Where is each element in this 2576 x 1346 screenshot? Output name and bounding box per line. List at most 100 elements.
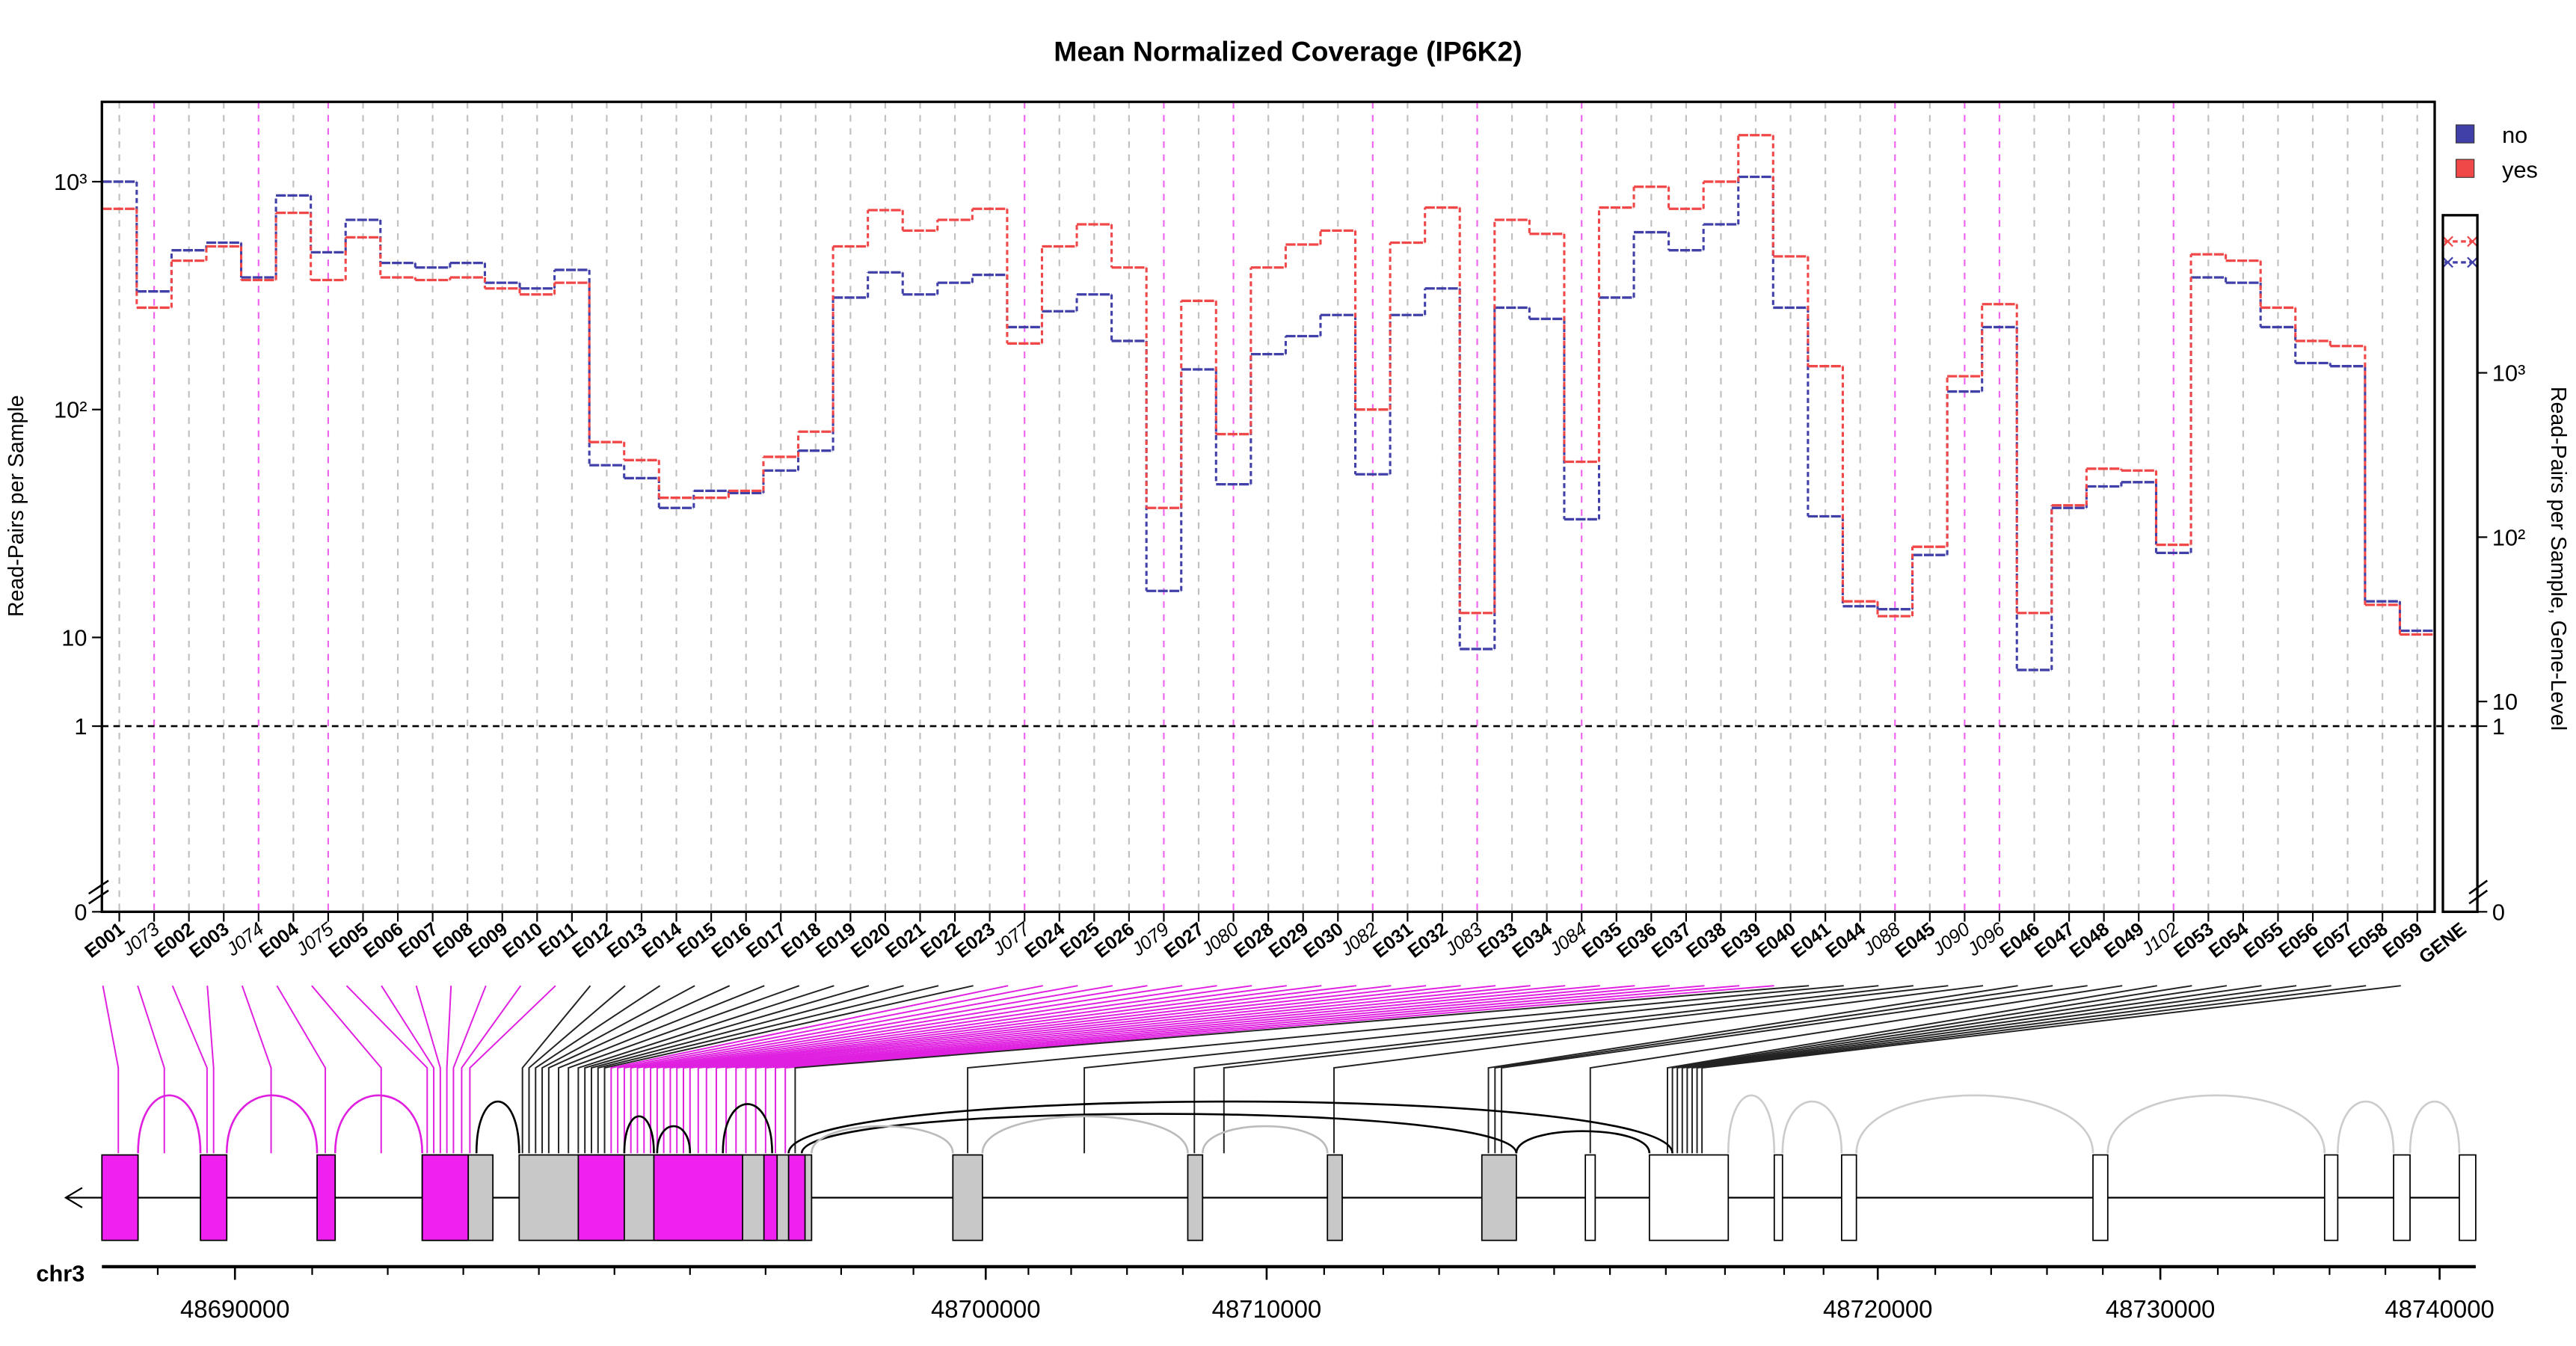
gene-level-marker (2467, 256, 2478, 268)
feature-connector (656, 985, 1252, 1154)
feature-connector (1691, 985, 2331, 1154)
exon (653, 1154, 743, 1241)
feature-connector (1487, 985, 2018, 1154)
feature-connector (1589, 985, 2123, 1154)
exon (2459, 1154, 2477, 1241)
arc (2106, 1094, 2326, 1154)
feature-connector (311, 985, 382, 1154)
feature-connector (535, 985, 661, 1154)
exon (577, 1154, 625, 1241)
feature-connector (1671, 985, 2192, 1154)
feature-connector (1083, 985, 1879, 1154)
gene-level-marker (2442, 236, 2453, 248)
feature-connector (102, 986, 120, 1154)
exon (787, 1154, 806, 1241)
feature-connector (610, 985, 1009, 1154)
exon (1648, 1154, 1730, 1241)
arc (225, 1094, 319, 1154)
feature-connector (967, 985, 1844, 1154)
exon (2393, 1154, 2411, 1241)
gene-level-marker (2442, 256, 2453, 268)
feature-connector (541, 985, 695, 1154)
y-axis-title: Read-Pairs per Sample (4, 395, 28, 617)
feature-connector (521, 985, 591, 1154)
legend-swatch (2456, 124, 2475, 144)
feature-connector (1686, 985, 2297, 1154)
exons (101, 1154, 2477, 1241)
exon (1841, 1154, 1857, 1241)
feature-connector (276, 985, 327, 1154)
feature-connectors (102, 985, 2401, 1154)
arc (811, 1125, 954, 1154)
feature-connector (241, 985, 272, 1154)
break-mark (2468, 889, 2489, 905)
exon (316, 1154, 336, 1241)
exon (2323, 1154, 2339, 1241)
genome-tick-label: 48730000 (2106, 1295, 2216, 1323)
feature-connector (623, 985, 1078, 1154)
feature-connector (764, 985, 1705, 1154)
feature-connector (705, 985, 1496, 1154)
break-mark (2468, 879, 2489, 895)
legend-swatch (2456, 159, 2475, 178)
strand-arrow (64, 1187, 83, 1208)
feature-connector (577, 985, 834, 1154)
y2-axis-title: Read-Pairs per Sample, Gene-Level (2546, 387, 2570, 731)
feature-connector (528, 985, 626, 1154)
feature-connector (1696, 985, 2367, 1154)
legend-label: no (2502, 122, 2527, 148)
gene-panel-frame (2441, 214, 2479, 913)
junction-arcs (137, 1094, 2461, 1154)
y2-tick-label: 10² (2492, 524, 2525, 550)
exon (101, 1154, 139, 1241)
feature-connector (446, 986, 452, 1154)
arc (1855, 1094, 2094, 1154)
break-mark (87, 889, 109, 905)
feature-connector (715, 985, 1531, 1154)
feature-connector (584, 985, 870, 1154)
feature-connector (676, 985, 1356, 1154)
genome-tick-label: 48740000 (2385, 1295, 2494, 1323)
arc (1515, 1130, 1651, 1154)
chromosome-label: chr3 (36, 1261, 84, 1287)
plot-area (102, 102, 2478, 912)
exon (1481, 1154, 1517, 1241)
genome-tick-label: 48720000 (1823, 1295, 1933, 1323)
y2-tick-label: 1 (2492, 713, 2505, 740)
arc (475, 1100, 520, 1154)
chart-title: Mean Normalized Coverage (IP6K2) (1054, 35, 1522, 67)
y-tick-label: 10³ (54, 169, 87, 195)
y-tick-label: 1 (74, 713, 87, 740)
exon (1187, 1154, 1204, 1241)
genome-tick-label: 48710000 (1212, 1295, 1322, 1323)
exon (1773, 1154, 1783, 1241)
feature-connector (415, 985, 441, 1154)
feature-connector (784, 985, 1774, 1154)
feature-connector (643, 985, 1183, 1154)
feature-connector (689, 985, 1427, 1154)
feature-connector (1676, 985, 2228, 1154)
axis-break (87, 879, 2489, 905)
arc (623, 1115, 655, 1154)
exon (952, 1154, 983, 1241)
legend-label: yes (2502, 156, 2538, 182)
feature-connector (568, 985, 800, 1154)
feature-connector (381, 985, 435, 1154)
feature-connector (469, 985, 556, 1154)
y-tick-label: 10² (54, 397, 87, 423)
feature-connector (452, 985, 487, 1154)
feature-connector (345, 985, 428, 1154)
arc (2409, 1100, 2461, 1154)
feature-connector (603, 985, 974, 1154)
feature-connector (597, 985, 939, 1154)
y2-tick-label: 10³ (2492, 360, 2525, 387)
feature-connector (794, 985, 1810, 1154)
exon (1327, 1154, 1343, 1241)
arc (656, 1125, 692, 1154)
feature-connector (1223, 985, 1949, 1154)
arc (333, 1094, 424, 1154)
feature-connector (775, 985, 1740, 1154)
